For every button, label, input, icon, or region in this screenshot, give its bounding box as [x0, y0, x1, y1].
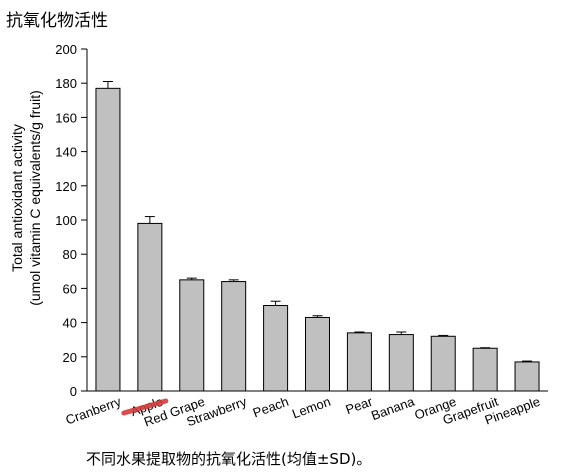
bar-strawberry	[221, 281, 247, 392]
y-tick-label: 60	[63, 281, 77, 296]
y-tick-label: 180	[55, 76, 77, 91]
y-tick-label: 200	[55, 42, 77, 57]
y-axis-label-line2: (umol vitamin C equivalents/g fruit)	[27, 90, 43, 306]
bar-red-grape	[179, 279, 205, 392]
highlight-underline-mark	[121, 398, 169, 416]
bar-pineapple	[514, 361, 540, 392]
bar-cranberry	[95, 87, 121, 392]
x-tick-label: Lemon	[290, 394, 332, 422]
x-tick-labels: CranberryAppleRed GrapeStrawberryPeachLe…	[64, 393, 543, 429]
figure-caption: 不同水果提取物的抗氧化活性(均值±SD)。	[86, 450, 372, 468]
bar-peach	[263, 305, 289, 392]
bar-pear	[346, 332, 372, 392]
bars	[95, 80, 540, 392]
header-title: 抗氧化物活性	[6, 11, 108, 31]
bar-apple	[137, 222, 163, 392]
y-tick-label: 80	[63, 247, 77, 262]
bar-banana	[388, 334, 414, 392]
x-tick-label: Peach	[251, 394, 291, 421]
y-axis: 0 20 40 60 80 100 120 140 160 180 200	[55, 42, 548, 399]
y-tick-label: 20	[63, 350, 77, 365]
bar-lemon	[305, 316, 330, 392]
bar-orange	[430, 335, 456, 392]
y-axis-label-line1: Total antioxidant activity	[9, 124, 25, 272]
y-tick-label: 120	[55, 179, 77, 194]
bar-grapefruit	[472, 347, 498, 392]
x-tick-label: Banana	[369, 393, 417, 423]
y-tick-label: 160	[55, 110, 77, 125]
y-tick-label: 140	[55, 145, 77, 160]
y-tick-label: 40	[63, 316, 77, 331]
y-tick-label: 0	[70, 384, 77, 399]
y-tick-label: 100	[55, 213, 77, 228]
